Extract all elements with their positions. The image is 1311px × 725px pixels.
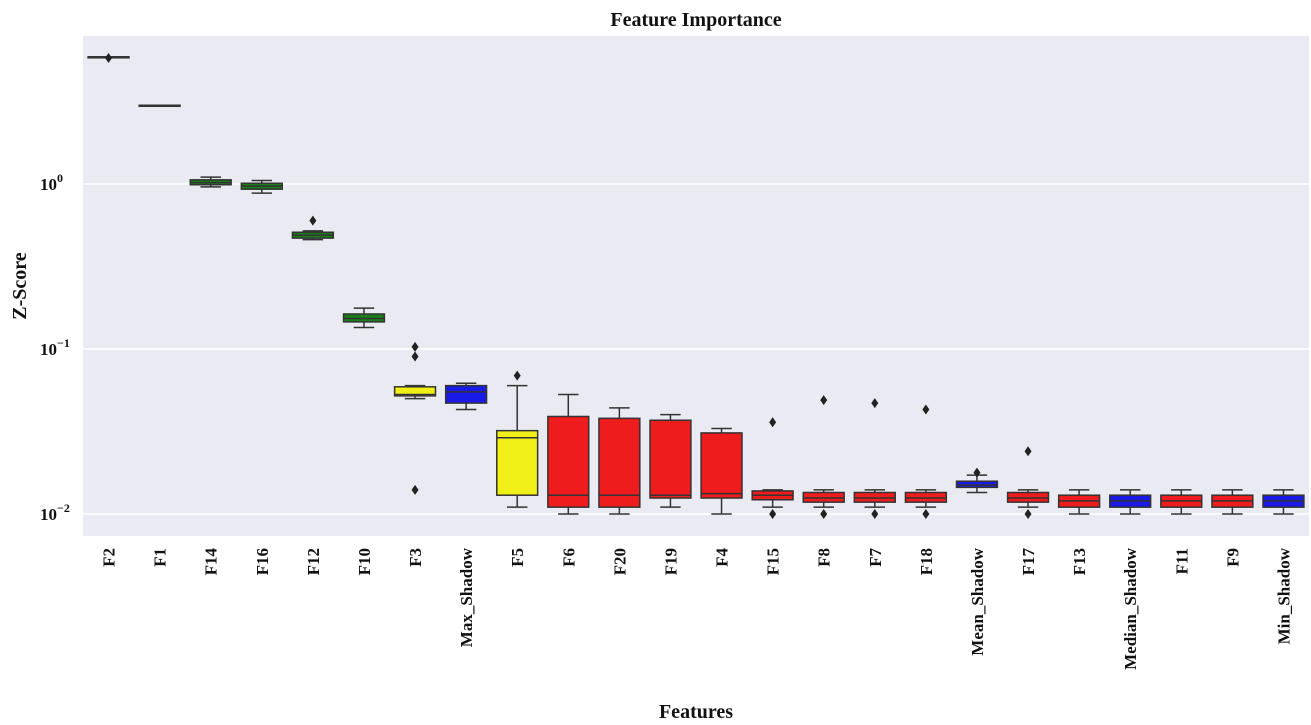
x-tick-label: Min_Shadow	[1274, 547, 1293, 644]
outlier-point	[105, 53, 113, 64]
y-axis-label: Z-Score	[9, 252, 31, 320]
x-tick-label: F6	[559, 548, 578, 567]
outlier-point	[1024, 509, 1032, 519]
chart-title: Feature Importance	[610, 9, 781, 31]
x-axis-ticks: F2 F1 F14 F16 F12 F10 F3 Max_Shadow F5 F6 F20 F19 F4…	[100, 547, 1294, 670]
y-tick-label: 10−2	[40, 501, 70, 524]
x-tick-label: F13	[1070, 548, 1089, 575]
x-tick-label: F15	[764, 548, 783, 575]
outlier-point	[769, 417, 777, 428]
outlier-point	[411, 351, 419, 362]
plot-area	[83, 36, 1309, 536]
outlier-point	[973, 467, 981, 478]
box-f20	[598, 407, 641, 515]
box-f5	[496, 370, 539, 508]
x-tick-label: F19	[661, 548, 680, 575]
box-iqr	[649, 419, 692, 499]
x-tick-label: F3	[406, 548, 425, 567]
x-tick-label: F14	[202, 548, 221, 576]
box-f18	[904, 404, 948, 519]
x-tick-label: F1	[151, 548, 170, 567]
box-iqr	[393, 386, 437, 397]
x-tick-label: F17	[1019, 548, 1038, 576]
x-tick-label: F8	[815, 548, 834, 567]
outlier-point	[411, 341, 419, 352]
outlier-point	[513, 370, 521, 381]
box-f9	[1211, 489, 1254, 515]
outlier-point	[871, 509, 879, 519]
box-f16	[240, 179, 283, 194]
x-axis-label: Features	[659, 701, 733, 723]
x-tick-label: F16	[253, 548, 272, 575]
x-tick-label: F5	[508, 548, 527, 567]
box-iqr	[444, 384, 488, 404]
x-tick-label: F11	[1172, 548, 1191, 574]
outlier-point	[309, 215, 317, 226]
box-f8	[802, 395, 845, 519]
box-f3	[393, 341, 437, 495]
x-tick-label: F9	[1223, 548, 1242, 567]
x-tick-label: F4	[713, 548, 732, 567]
outlier-point	[871, 398, 879, 409]
outlier-point	[1024, 446, 1032, 457]
box-f2	[87, 53, 130, 64]
grid-lines	[83, 183, 1309, 515]
x-tick-label: Max_Shadow	[457, 547, 476, 647]
box-f1	[138, 104, 181, 108]
box-f7	[853, 398, 896, 519]
box-f11	[1160, 489, 1203, 515]
box-f10	[342, 307, 386, 329]
y-tick-label: 100	[40, 171, 63, 194]
box-mean-shadow	[955, 467, 999, 494]
outlier-point	[411, 484, 419, 495]
box-f19	[649, 413, 692, 508]
box-f13	[1057, 489, 1101, 515]
x-tick-label: F10	[355, 548, 374, 575]
outlier-point	[922, 509, 930, 519]
x-tick-label: F18	[917, 548, 936, 575]
outlier-point	[769, 509, 777, 519]
box-iqr	[700, 432, 743, 499]
box-f6	[547, 393, 590, 515]
outlier-point	[820, 509, 828, 519]
box-iqr	[496, 429, 539, 496]
x-tick-label: F20	[610, 548, 629, 575]
box-median-shadow	[1109, 489, 1152, 515]
y-tick-label: 10−1	[40, 336, 70, 359]
box-max-shadow	[444, 382, 488, 411]
box-f17	[1006, 446, 1050, 519]
y-axis-ticks: 100 10−1 10−2	[40, 171, 70, 524]
outlier-point	[922, 404, 930, 415]
x-tick-label: F12	[304, 548, 323, 575]
x-tick-label: F2	[100, 548, 119, 567]
outlier-point	[820, 395, 828, 406]
box-f4	[700, 427, 743, 515]
x-tick-label: F7	[866, 548, 885, 567]
box-iqr	[598, 417, 641, 508]
box-f12	[291, 215, 335, 241]
box-plots	[87, 53, 1305, 519]
x-tick-label: Median_Shadow	[1121, 547, 1140, 670]
box-iqr	[547, 415, 590, 508]
box-f15	[751, 417, 794, 519]
x-tick-label: Mean_Shadow	[968, 547, 987, 655]
box-min-shadow	[1262, 489, 1305, 515]
box-f14	[189, 176, 232, 188]
